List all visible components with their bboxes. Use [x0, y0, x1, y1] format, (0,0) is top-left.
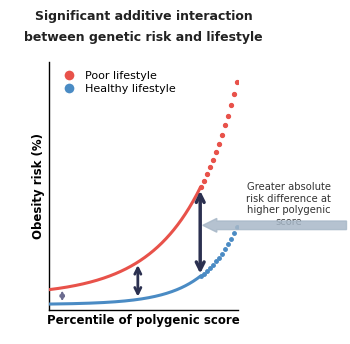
X-axis label: Percentile of polygenic score: Percentile of polygenic score [47, 314, 240, 327]
Legend: Poor lifestyle, Healthy lifestyle: Poor lifestyle, Healthy lifestyle [55, 67, 178, 97]
Text: Greater absolute
risk difference at
higher polygenic
score: Greater absolute risk difference at high… [246, 182, 331, 227]
Y-axis label: Obesity risk (%): Obesity risk (%) [32, 133, 45, 239]
Text: Significant additive interaction: Significant additive interaction [35, 10, 252, 23]
Text: between genetic risk and lifestyle: between genetic risk and lifestyle [24, 31, 263, 44]
